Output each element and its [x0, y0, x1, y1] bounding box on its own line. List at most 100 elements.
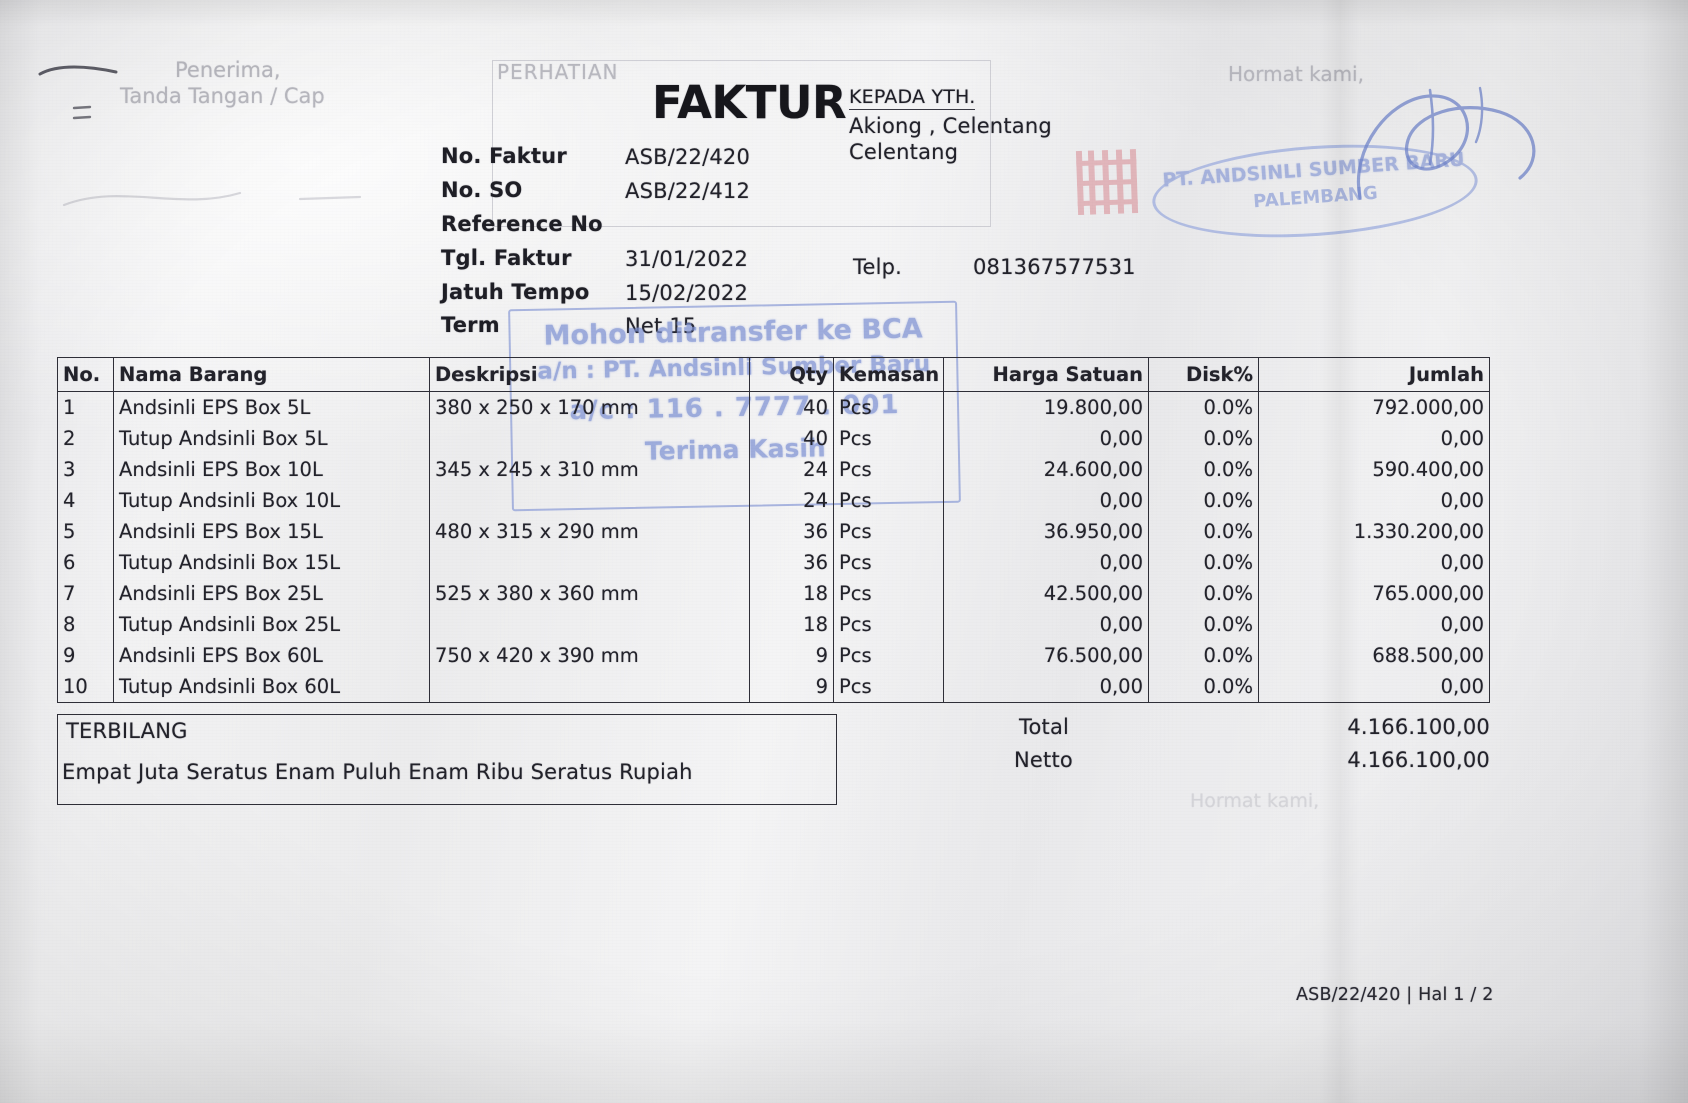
cell-kemasan: Pcs — [833, 454, 944, 485]
col-header-jumlah: Jumlah — [1258, 357, 1490, 392]
cell-jumlah: 0,00 — [1258, 547, 1490, 578]
cell-harga-satuan: 0,00 — [943, 671, 1149, 703]
cell-harga-satuan: 0,00 — [943, 609, 1149, 640]
cell-disk: 0.0% — [1148, 423, 1259, 454]
cell-no: 2 — [57, 423, 114, 454]
cell-deskripsi: 345 x 245 x 310 mm — [429, 454, 750, 485]
cell-harga-satuan: 42.500,00 — [943, 578, 1149, 609]
cell-disk: 0.0% — [1148, 609, 1259, 640]
cell-jumlah: 0,00 — [1258, 485, 1490, 516]
cell-harga-satuan: 0,00 — [943, 423, 1149, 454]
cell-deskripsi — [429, 547, 750, 578]
cell-deskripsi: 525 x 380 x 360 mm — [429, 578, 750, 609]
total-value: 4.166.100,00 — [1347, 715, 1490, 739]
terbilang-box — [57, 714, 837, 805]
netto-label: Netto — [1014, 748, 1073, 772]
col-header-qty: Qty — [749, 357, 834, 392]
table-row: 1 Andsinli EPS Box 5L 380 x 250 x 170 mm 40… — [57, 391, 1490, 423]
cell-disk: 0.0% — [1148, 454, 1259, 485]
handwritten-mark-equals — [72, 105, 92, 120]
cell-harga-satuan: 0,00 — [943, 485, 1149, 516]
cell-jumlah: 688.500,00 — [1258, 640, 1490, 671]
field-label-no-faktur: No. Faktur — [441, 144, 567, 168]
field-label-tgl-faktur: Tgl. Faktur — [441, 246, 572, 270]
cell-no: 3 — [57, 454, 114, 485]
cell-jumlah: 1.330.200,00 — [1258, 516, 1490, 547]
cell-harga-satuan: 36.950,00 — [943, 516, 1149, 547]
field-label-no-so: No. SO — [441, 178, 523, 202]
cell-no: 7 — [57, 578, 114, 609]
cell-nama-barang: Tutup Andsinli Box 25L — [113, 609, 430, 640]
field-value-jatuh-tempo: 15/02/2022 — [625, 281, 749, 305]
field-label-jatuh-tempo: Jatuh Tempo — [441, 280, 590, 304]
cell-jumlah: 792.000,00 — [1258, 391, 1490, 423]
company-stamp-line-1: PT. ANDSINLI SUMBER BARU — [1161, 148, 1466, 192]
field-value-term: Net 15 — [625, 314, 697, 338]
table-row: 9 Andsinli EPS Box 60L 750 x 420 x 390 mm 9… — [57, 640, 1490, 671]
cell-disk: 0.0% — [1148, 671, 1259, 703]
cell-no: 10 — [57, 671, 114, 703]
bank-stamp-line-1: Mohon ditransfer ke BCA — [543, 313, 923, 352]
cell-nama-barang: Tutup Andsinli Box 5L — [113, 423, 430, 454]
col-header-disk: Disk% — [1148, 357, 1259, 392]
cell-qty: 18 — [749, 578, 834, 609]
cell-harga-satuan: 76.500,00 — [943, 640, 1149, 671]
items-table-wrapper: No. Nama Barang Deskripsi Qty Kemasan Ha… — [57, 357, 1490, 703]
cell-jumlah: 0,00 — [1258, 423, 1490, 454]
phone-label: Telp. — [853, 255, 903, 279]
cell-nama-barang: Tutup Andsinli Box 15L — [113, 547, 430, 578]
items-table: No. Nama Barang Deskripsi Qty Kemasan Ha… — [57, 357, 1490, 703]
cell-qty: 18 — [749, 609, 834, 640]
cell-deskripsi: 380 x 250 x 170 mm — [429, 391, 750, 423]
cell-jumlah: 765.000,00 — [1258, 578, 1490, 609]
phone-value: 081367577531 — [973, 255, 1136, 279]
cell-qty: 9 — [749, 640, 834, 671]
terbilang-value: Empat Juta Seratus Enam Puluh Enam Ribu … — [62, 760, 693, 784]
cell-nama-barang: Andsinli EPS Box 5L — [113, 391, 430, 423]
cell-qty: 40 — [749, 391, 834, 423]
col-header-nama: Nama Barang — [113, 357, 430, 392]
cell-kemasan: Pcs — [833, 671, 944, 703]
col-header-harga: Harga Satuan — [943, 357, 1149, 392]
field-value-tgl-faktur: 31/01/2022 — [625, 247, 749, 271]
table-row: 3 Andsinli EPS Box 10L 345 x 245 x 310 mm 2… — [57, 454, 1490, 485]
company-stamp-line-2: PALEMBANG — [1252, 182, 1379, 213]
recipient-name: Akiong , Celentang — [849, 114, 1052, 138]
cell-deskripsi — [429, 423, 750, 454]
table-header-row: No. Nama Barang Deskripsi Qty Kemasan Ha… — [57, 357, 1490, 392]
terbilang-label: TERBILANG — [66, 719, 188, 743]
cell-disk: 0.0% — [1148, 640, 1259, 671]
perhatian-box — [492, 60, 991, 227]
preprinted-perhatian-label: PERHATIAN — [497, 60, 619, 84]
cell-no: 5 — [57, 516, 114, 547]
cell-qty: 24 — [749, 485, 834, 516]
cell-kemasan: Pcs — [833, 547, 944, 578]
preprinted-penerima-label: Penerima, — [175, 58, 281, 82]
cell-kemasan: Pcs — [833, 578, 944, 609]
cell-no: 9 — [57, 640, 114, 671]
table-row: 8 Tutup Andsinli Box 25L 18 Pcs 0,00 0.0% 0,00 — [57, 609, 1490, 640]
cell-disk: 0.0% — [1148, 578, 1259, 609]
preprinted-hormat-kami-label: Hormat kami, — [1228, 62, 1364, 86]
cell-no: 1 — [57, 391, 114, 423]
cell-no: 4 — [57, 485, 114, 516]
cell-deskripsi — [429, 671, 750, 703]
table-row: 6 Tutup Andsinli Box 15L 36 Pcs 0,00 0.0% 0,00 — [57, 547, 1490, 578]
col-header-desk: Deskripsi — [429, 357, 750, 392]
cell-jumlah: 590.400,00 — [1258, 454, 1490, 485]
company-oval-stamp: PT. ANDSINLI SUMBER BARU PALEMBANG — [1149, 134, 1481, 248]
field-label-term: Term — [441, 313, 500, 337]
col-header-no: No. — [57, 357, 114, 392]
cell-kemasan: Pcs — [833, 516, 944, 547]
cell-kemasan: Pcs — [833, 391, 944, 423]
field-value-no-so: ASB/22/412 — [625, 179, 751, 203]
cell-deskripsi: 750 x 420 x 390 mm — [429, 640, 750, 671]
cell-nama-barang: Tutup Andsinli Box 10L — [113, 485, 430, 516]
cell-qty: 24 — [749, 454, 834, 485]
preprinted-signature-label: Tanda Tangan / Cap — [120, 84, 325, 108]
field-label-reference-no: Reference No — [441, 212, 603, 236]
table-row: 5 Andsinli EPS Box 15L 480 x 315 x 290 mm 3… — [57, 516, 1490, 547]
handwritten-signature — [1356, 86, 1536, 200]
cell-disk: 0.0% — [1148, 485, 1259, 516]
